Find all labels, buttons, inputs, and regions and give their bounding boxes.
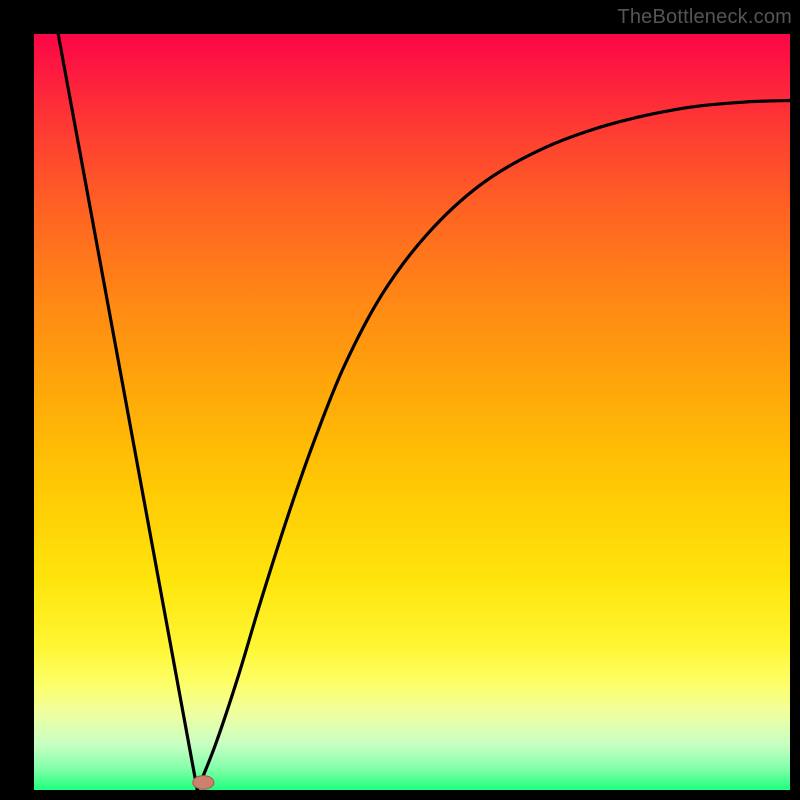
chart-plot-area	[34, 34, 790, 790]
chart-frame: TheBottleneck.com	[0, 0, 800, 800]
watermark-text: TheBottleneck.com	[617, 6, 792, 29]
gradient-background	[34, 34, 790, 790]
vertex-marker	[193, 776, 214, 790]
chart-svg	[34, 34, 790, 790]
